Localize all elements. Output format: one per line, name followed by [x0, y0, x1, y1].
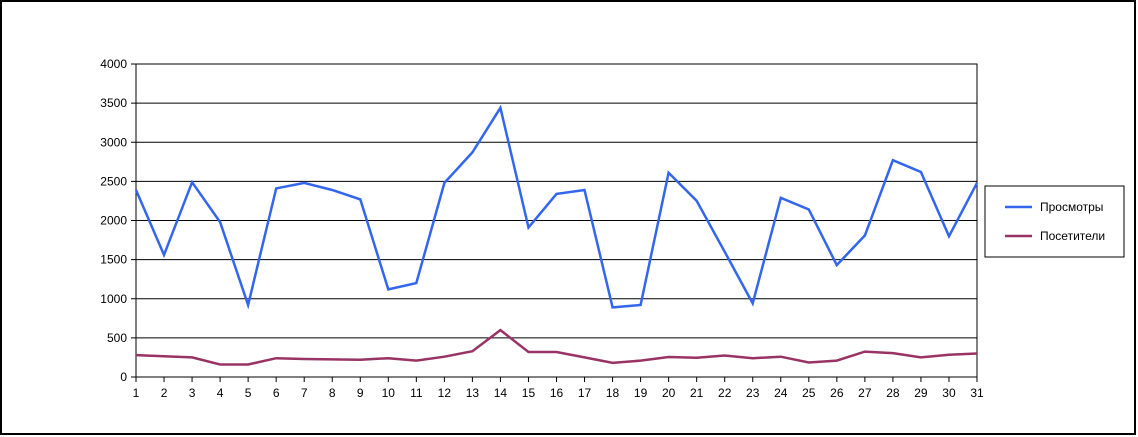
x-tick-label: 10	[382, 386, 396, 400]
x-tick-label: 26	[830, 386, 844, 400]
legend-box	[984, 185, 1125, 258]
x-tick-label: 30	[942, 386, 956, 400]
x-tick-label: 7	[301, 386, 308, 400]
series-line-1	[134, 104, 979, 310]
y-tick-label: 1000	[100, 292, 127, 306]
gridlines	[136, 102, 977, 339]
y-tick-label: 4000	[100, 57, 127, 71]
legend-label-2: Посетители	[1040, 229, 1105, 243]
x-tick-label: 16	[550, 386, 564, 400]
x-tick-label: 28	[886, 386, 900, 400]
legend-label-1: Просмотры	[1040, 200, 1103, 214]
x-tick-label: 15	[522, 386, 536, 400]
y-tick-label: 2000	[100, 214, 127, 228]
legend: Просмотры Посетители	[984, 185, 1125, 258]
x-tick-label: 6	[273, 386, 280, 400]
x-tick-label: 13	[466, 386, 480, 400]
series-lines	[134, 104, 979, 366]
x-tick-label: 14	[494, 386, 508, 400]
x-tick-label: 29	[914, 386, 928, 400]
series-line-2	[135, 328, 978, 366]
y-tick-label: 1500	[100, 253, 127, 267]
y-tick-label: 0	[120, 370, 127, 384]
x-tick-label: 11	[410, 386, 423, 400]
x-tick-label: 3	[189, 386, 196, 400]
y-tick-label: 2500	[100, 174, 127, 188]
y-tick-label: 3500	[100, 96, 127, 110]
x-tick-label: 23	[746, 386, 760, 400]
x-tick-label: 27	[858, 386, 872, 400]
y-tick-label: 3000	[100, 135, 127, 149]
x-tick-label: 9	[357, 386, 364, 400]
x-tick-label: 4	[217, 386, 224, 400]
x-tick-label: 5	[245, 386, 252, 400]
x-tick-label: 18	[606, 386, 620, 400]
x-tick-label: 31	[970, 386, 984, 400]
x-tick-label: 24	[774, 386, 788, 400]
x-tick-label: 21	[690, 386, 704, 400]
x-tick-label: 20	[662, 386, 676, 400]
x-tick-label: 17	[578, 386, 592, 400]
x-tick-label: 22	[718, 386, 732, 400]
x-tick-label: 25	[802, 386, 816, 400]
x-tick-label: 19	[634, 386, 648, 400]
x-tick-label: 12	[438, 386, 452, 400]
x-tick-label: 2	[161, 386, 168, 400]
x-tick-label: 8	[329, 386, 336, 400]
x-tick-label: 1	[133, 386, 140, 400]
y-tick-label: 500	[107, 331, 127, 345]
